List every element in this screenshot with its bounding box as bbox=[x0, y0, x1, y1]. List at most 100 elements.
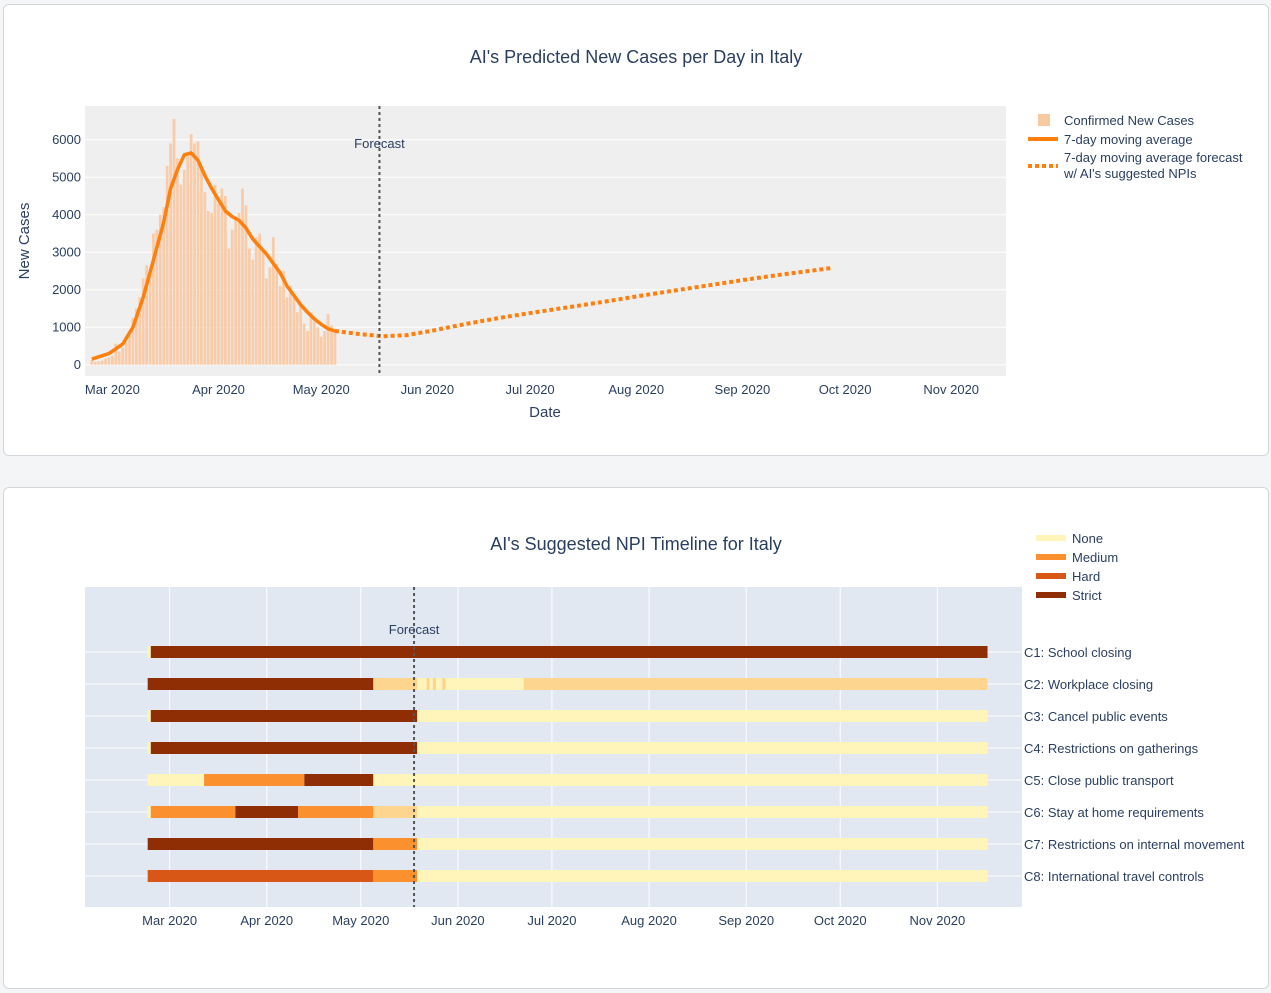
npi-segment bbox=[373, 870, 418, 882]
confirmed-bar bbox=[131, 317, 135, 365]
x-tick-label: May 2020 bbox=[293, 382, 350, 397]
npi-segment bbox=[435, 678, 443, 690]
confirmed-bar bbox=[107, 357, 111, 365]
npi-segment bbox=[417, 838, 988, 850]
confirmed-bar bbox=[313, 321, 316, 365]
confirmed-bar bbox=[162, 207, 166, 365]
confirmed-bar bbox=[200, 166, 203, 365]
confirmed-bar bbox=[220, 188, 224, 365]
y-tick-label: 6000 bbox=[52, 132, 81, 147]
confirmed-bar bbox=[323, 331, 327, 365]
confirmed-bar bbox=[295, 312, 299, 365]
forecast-moving-average-line bbox=[334, 266, 832, 339]
confirmed-bar bbox=[155, 229, 159, 365]
cases-legend: Confirmed New Cases 7-day moving average… bbox=[1028, 113, 1243, 181]
legend-forecast-line1[interactable]: 7-day moving average forecast bbox=[1064, 150, 1243, 165]
x-tick-label: Mar 2020 bbox=[142, 913, 197, 928]
confirmed-bar bbox=[206, 211, 210, 365]
confirmed-bar bbox=[189, 134, 193, 365]
moving-average-line bbox=[91, 151, 336, 361]
confirmed-bar bbox=[258, 233, 261, 365]
confirmed-bar bbox=[193, 143, 196, 365]
npi-segment bbox=[373, 678, 418, 690]
legend-swatch-medium[interactable] bbox=[1036, 554, 1066, 560]
confirmed-bar bbox=[268, 267, 272, 365]
confirmed-bar bbox=[111, 355, 114, 365]
legend-moving-average[interactable]: 7-day moving average bbox=[1064, 132, 1193, 147]
npi-chart-card: AI's Suggested NPI Timeline for Italy C1… bbox=[3, 487, 1269, 989]
npi-axis-ticks: C1: School closing C2: Workplace closing C… bbox=[142, 645, 1245, 928]
legend-confirmed[interactable]: Confirmed New Cases bbox=[1064, 113, 1195, 128]
confirmed-bar bbox=[289, 286, 292, 365]
cases-chart-title: AI's Predicted New Cases per Day in Ital… bbox=[470, 47, 803, 67]
npi-segment bbox=[523, 678, 988, 690]
y-tick-label: 0 bbox=[74, 357, 81, 372]
legend-swatch-strict[interactable] bbox=[1036, 592, 1066, 598]
npi-segment bbox=[147, 870, 374, 882]
confirmed-bar bbox=[172, 119, 176, 365]
npi-segment bbox=[432, 678, 436, 690]
confirmed-bar bbox=[117, 351, 121, 365]
npi-segment bbox=[417, 806, 988, 818]
npi-segment bbox=[150, 806, 236, 818]
x-tick-label: Aug 2020 bbox=[621, 913, 677, 928]
x-tick-label: Jun 2020 bbox=[401, 382, 455, 397]
npi-segment bbox=[147, 742, 151, 754]
confirmed-bar bbox=[158, 214, 162, 365]
x-tick-label: Jul 2020 bbox=[506, 382, 555, 397]
confirmed-bar bbox=[196, 141, 200, 365]
x-tick-label: Apr 2020 bbox=[192, 382, 245, 397]
legend-medium[interactable]: Medium bbox=[1072, 550, 1118, 565]
npi-segment bbox=[445, 678, 524, 690]
npi-segment bbox=[235, 806, 299, 818]
confirmed-bar bbox=[114, 343, 118, 365]
confirmed-bar bbox=[278, 286, 282, 365]
confirmed-bar bbox=[97, 361, 101, 365]
x-tick-label: Aug 2020 bbox=[608, 382, 664, 397]
confirmed-bar bbox=[90, 360, 94, 365]
confirmed-bar bbox=[247, 248, 251, 365]
legend-swatch-none[interactable] bbox=[1036, 535, 1066, 541]
y-tick-label: 4000 bbox=[52, 207, 81, 222]
x-tick-label: Jun 2020 bbox=[431, 913, 485, 928]
npi-segment bbox=[373, 838, 418, 850]
confirmed-bar bbox=[128, 335, 131, 365]
confirmed-bar bbox=[217, 203, 220, 365]
legend-none[interactable]: None bbox=[1072, 531, 1103, 546]
x-tick-label: Sep 2020 bbox=[718, 913, 774, 928]
legend-swatch-hard[interactable] bbox=[1036, 573, 1066, 579]
npi-segment bbox=[150, 710, 418, 722]
confirmed-bar bbox=[93, 361, 97, 365]
y-tick-label: 5000 bbox=[52, 169, 81, 184]
npi-segment bbox=[304, 774, 374, 786]
confirmed-bar bbox=[152, 233, 155, 365]
npi-legend: None Medium Hard Strict bbox=[1036, 531, 1118, 603]
npi-segment bbox=[373, 806, 418, 818]
confirmed-bar bbox=[302, 323, 306, 365]
confirmed-bar bbox=[141, 278, 145, 365]
legend-strict[interactable]: Strict bbox=[1072, 588, 1102, 603]
npi-row-label: C6: Stay at home requirements bbox=[1024, 805, 1204, 820]
confirmed-bar bbox=[165, 166, 169, 365]
legend-hard[interactable]: Hard bbox=[1072, 569, 1100, 584]
cases-chart: AI's Predicted New Cases per Day in Ital… bbox=[16, 47, 1243, 421]
confirmed-bar bbox=[121, 347, 125, 365]
confirmed-bar bbox=[203, 192, 207, 365]
confirmed-bar bbox=[134, 308, 138, 365]
confirmed-bar bbox=[210, 212, 214, 365]
npi-segment bbox=[147, 774, 205, 786]
legend-swatch-bars[interactable] bbox=[1038, 114, 1050, 126]
confirmed-bar bbox=[244, 205, 248, 365]
npi-row-label: C5: Close public transport bbox=[1024, 773, 1174, 788]
confirmed-bar bbox=[186, 154, 190, 365]
confirmed-bar bbox=[261, 250, 265, 365]
confirmed-bar bbox=[306, 331, 309, 365]
y-axis-title: New Cases bbox=[16, 203, 33, 280]
confirmed-bar bbox=[275, 263, 279, 365]
x-tick-label: Mar 2020 bbox=[85, 382, 140, 397]
x-tick-label: Apr 2020 bbox=[240, 913, 293, 928]
legend-forecast-line2[interactable]: w/ AI's suggested NPIs bbox=[1063, 166, 1197, 181]
confirmed-bar bbox=[227, 248, 231, 365]
cases-axis-ticks: 0 1000 2000 3000 4000 5000 6000 Mar 2020 Apr 202… bbox=[52, 132, 979, 397]
x-tick-label: Oct 2020 bbox=[814, 913, 867, 928]
